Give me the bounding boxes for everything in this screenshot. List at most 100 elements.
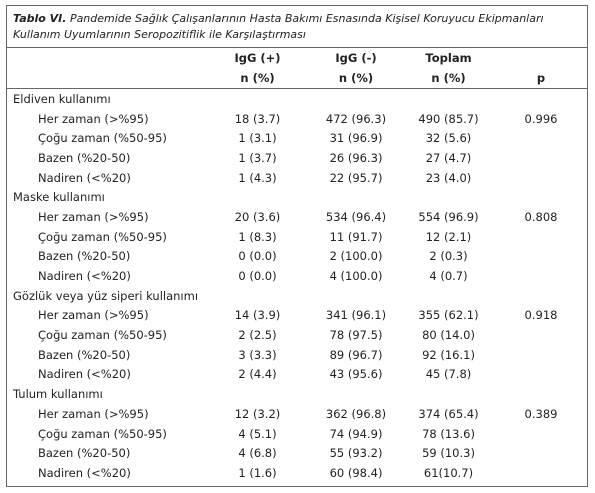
cell: 0.808 bbox=[524, 209, 558, 224]
header-cell bbox=[495, 48, 587, 68]
data-row: Bazen (%20-50) 0 (0.0) 2 (100.0) 2 (0.3) bbox=[7, 247, 587, 267]
row-label: Nadiren (<%20) bbox=[38, 367, 131, 382]
cell: 0 (0.0) bbox=[238, 269, 277, 284]
cell: 2 (2.5) bbox=[238, 328, 277, 343]
cell: 3 (3.3) bbox=[238, 347, 277, 362]
row-label: Çoğu zaman (%50-95) bbox=[38, 229, 167, 244]
cell bbox=[495, 345, 587, 365]
cell bbox=[495, 424, 587, 444]
row-label: Her zaman (>%95) bbox=[38, 209, 149, 224]
row-label: Çoğu zaman (%50-95) bbox=[38, 328, 167, 343]
group-row: Eldiven kullanımı bbox=[7, 89, 587, 109]
cell: 1 (8.3) bbox=[238, 229, 277, 244]
group-row: Gözlük veya yüz siperi kullanımı bbox=[7, 286, 587, 306]
cell: 20 (3.6) bbox=[234, 209, 281, 224]
cell bbox=[495, 365, 587, 385]
group-row: Maske kullanımı bbox=[7, 187, 587, 207]
cell: 43 (95.6) bbox=[329, 367, 383, 382]
cell: 341 (96.1) bbox=[325, 308, 387, 323]
data-row: Her zaman (>%95) 12 (3.2) 362 (96.8) 374 (6… bbox=[7, 404, 587, 424]
cell bbox=[495, 463, 587, 483]
row-label: Bazen (%20-50) bbox=[38, 249, 131, 264]
row-label: Her zaman (>%95) bbox=[38, 308, 149, 323]
data-row: Her zaman (>%95) 20 (3.6) 534 (96.4) 554 (9… bbox=[7, 207, 587, 227]
cell: 31 (96.9) bbox=[329, 131, 383, 146]
cell bbox=[495, 325, 587, 345]
group-label: Tulum kullanımı bbox=[13, 387, 103, 402]
header-cell: Toplam bbox=[425, 51, 472, 65]
cell: 55 (93.2) bbox=[329, 446, 383, 461]
cell: 60 (98.4) bbox=[329, 465, 383, 480]
cell: 2 (0.3) bbox=[429, 249, 468, 264]
data-row: Nadiren (<%20) 1 (1.6) 60 (98.4) 61(10.7) bbox=[7, 463, 587, 483]
row-label: Nadiren (<%20) bbox=[38, 170, 131, 185]
cell: 1 (3.7) bbox=[238, 150, 277, 165]
cell: 4 (5.1) bbox=[238, 426, 277, 441]
data-row: Bazen (%20-50) 4 (6.8) 55 (93.2) 59 (10.3) bbox=[7, 443, 587, 463]
row-label: Her zaman (>%95) bbox=[38, 406, 149, 421]
cell: 0.389 bbox=[524, 406, 558, 421]
cell: 355 (62.1) bbox=[418, 308, 479, 323]
data-row: Bazen (%20-50) 1 (3.7) 26 (96.3) 27 (4.7) bbox=[7, 148, 587, 168]
cell: 0.996 bbox=[524, 111, 558, 126]
cell: 374 (65.4) bbox=[418, 406, 479, 421]
cell bbox=[495, 168, 587, 188]
cell: 92 (16.1) bbox=[422, 347, 475, 362]
cell: 26 (96.3) bbox=[329, 150, 383, 165]
cell: 2 (100.0) bbox=[329, 249, 383, 264]
cell: 11 (91.7) bbox=[329, 229, 383, 244]
group-row: Tulum kullanımı bbox=[7, 384, 587, 404]
data-row: Bazen (%20-50) 3 (3.3) 89 (96.7) 92 (16.1) bbox=[7, 345, 587, 365]
cell: 12 (3.2) bbox=[234, 406, 281, 421]
cell: 22 (95.7) bbox=[329, 170, 383, 185]
cell: 1 (4.3) bbox=[238, 170, 277, 185]
cell bbox=[495, 266, 587, 286]
cell: 1 (1.6) bbox=[238, 465, 277, 480]
header-cell: IgG (+) bbox=[234, 51, 281, 65]
data-row: Çoğu zaman (%50-95) 1 (3.1) 31 (96.9) 32 (5… bbox=[7, 128, 587, 148]
table-frame: Tablo VI. Pandemide Sağlık Çalışanlarını… bbox=[6, 5, 588, 487]
cell: 45 (7.8) bbox=[425, 367, 472, 382]
row-label: Nadiren (<%20) bbox=[38, 269, 131, 284]
group-label: Eldiven kullanımı bbox=[13, 91, 111, 106]
cell: 27 (4.7) bbox=[425, 150, 472, 165]
cell: 4 (0.7) bbox=[429, 269, 468, 284]
title-text: Pandemide Sağlık Çalışanlarının Hasta Ba… bbox=[13, 12, 544, 41]
data-row: Çoğu zaman (%50-95) 4 (5.1) 74 (94.9) 78 (1… bbox=[7, 424, 587, 444]
cell: 0.918 bbox=[524, 308, 558, 323]
table-title: Tablo VI. Pandemide Sağlık Çalışanlarını… bbox=[7, 6, 587, 48]
cell: 59 (10.3) bbox=[422, 446, 475, 461]
cell: 78 (97.5) bbox=[329, 328, 383, 343]
row-label: Bazen (%20-50) bbox=[38, 446, 131, 461]
cell: 490 (85.7) bbox=[418, 111, 479, 126]
row-label: Çoğu zaman (%50-95) bbox=[38, 426, 167, 441]
title-label: Tablo VI. bbox=[13, 12, 67, 25]
cell: 534 (96.4) bbox=[325, 209, 387, 224]
subheader-cell: n (%) bbox=[310, 68, 402, 89]
cell: 89 (96.7) bbox=[329, 347, 383, 362]
cell bbox=[495, 227, 587, 247]
cell bbox=[495, 443, 587, 463]
subheader-cell: n (%) bbox=[402, 68, 495, 89]
cell: 1 (3.1) bbox=[238, 131, 277, 146]
data-row: Nadiren (<%20) 0 (0.0) 4 (100.0) 4 (0.7) bbox=[7, 266, 587, 286]
data-table: IgG (+) IgG (-) Toplam n (%) n (%) n (%) p El… bbox=[7, 48, 587, 483]
group-label: Maske kullanımı bbox=[13, 190, 105, 205]
cell: 4 (100.0) bbox=[329, 269, 383, 284]
cell: 472 (96.3) bbox=[325, 111, 387, 126]
row-label: Çoğu zaman (%50-95) bbox=[38, 131, 167, 146]
row-label: Nadiren (<%20) bbox=[38, 465, 131, 480]
cell: 0 (0.0) bbox=[238, 249, 277, 264]
cell: 12 (2.1) bbox=[425, 229, 472, 244]
cell bbox=[495, 247, 587, 267]
data-row: Çoğu zaman (%50-95) 2 (2.5) 78 (97.5) 80 (1… bbox=[7, 325, 587, 345]
data-row: Nadiren (<%20) 1 (4.3) 22 (95.7) 23 (4.0) bbox=[7, 168, 587, 188]
cell: 14 (3.9) bbox=[234, 308, 281, 323]
header-cell: IgG (-) bbox=[335, 51, 377, 65]
cell bbox=[495, 148, 587, 168]
cell bbox=[495, 128, 587, 148]
group-label: Gözlük veya yüz siperi kullanımı bbox=[13, 288, 199, 303]
data-row: Nadiren (<%20) 2 (4.4) 43 (95.6) 45 (7.8) bbox=[7, 365, 587, 385]
data-row: Her zaman (>%95) 18 (3.7) 472 (96.3) 490 (8… bbox=[7, 109, 587, 129]
